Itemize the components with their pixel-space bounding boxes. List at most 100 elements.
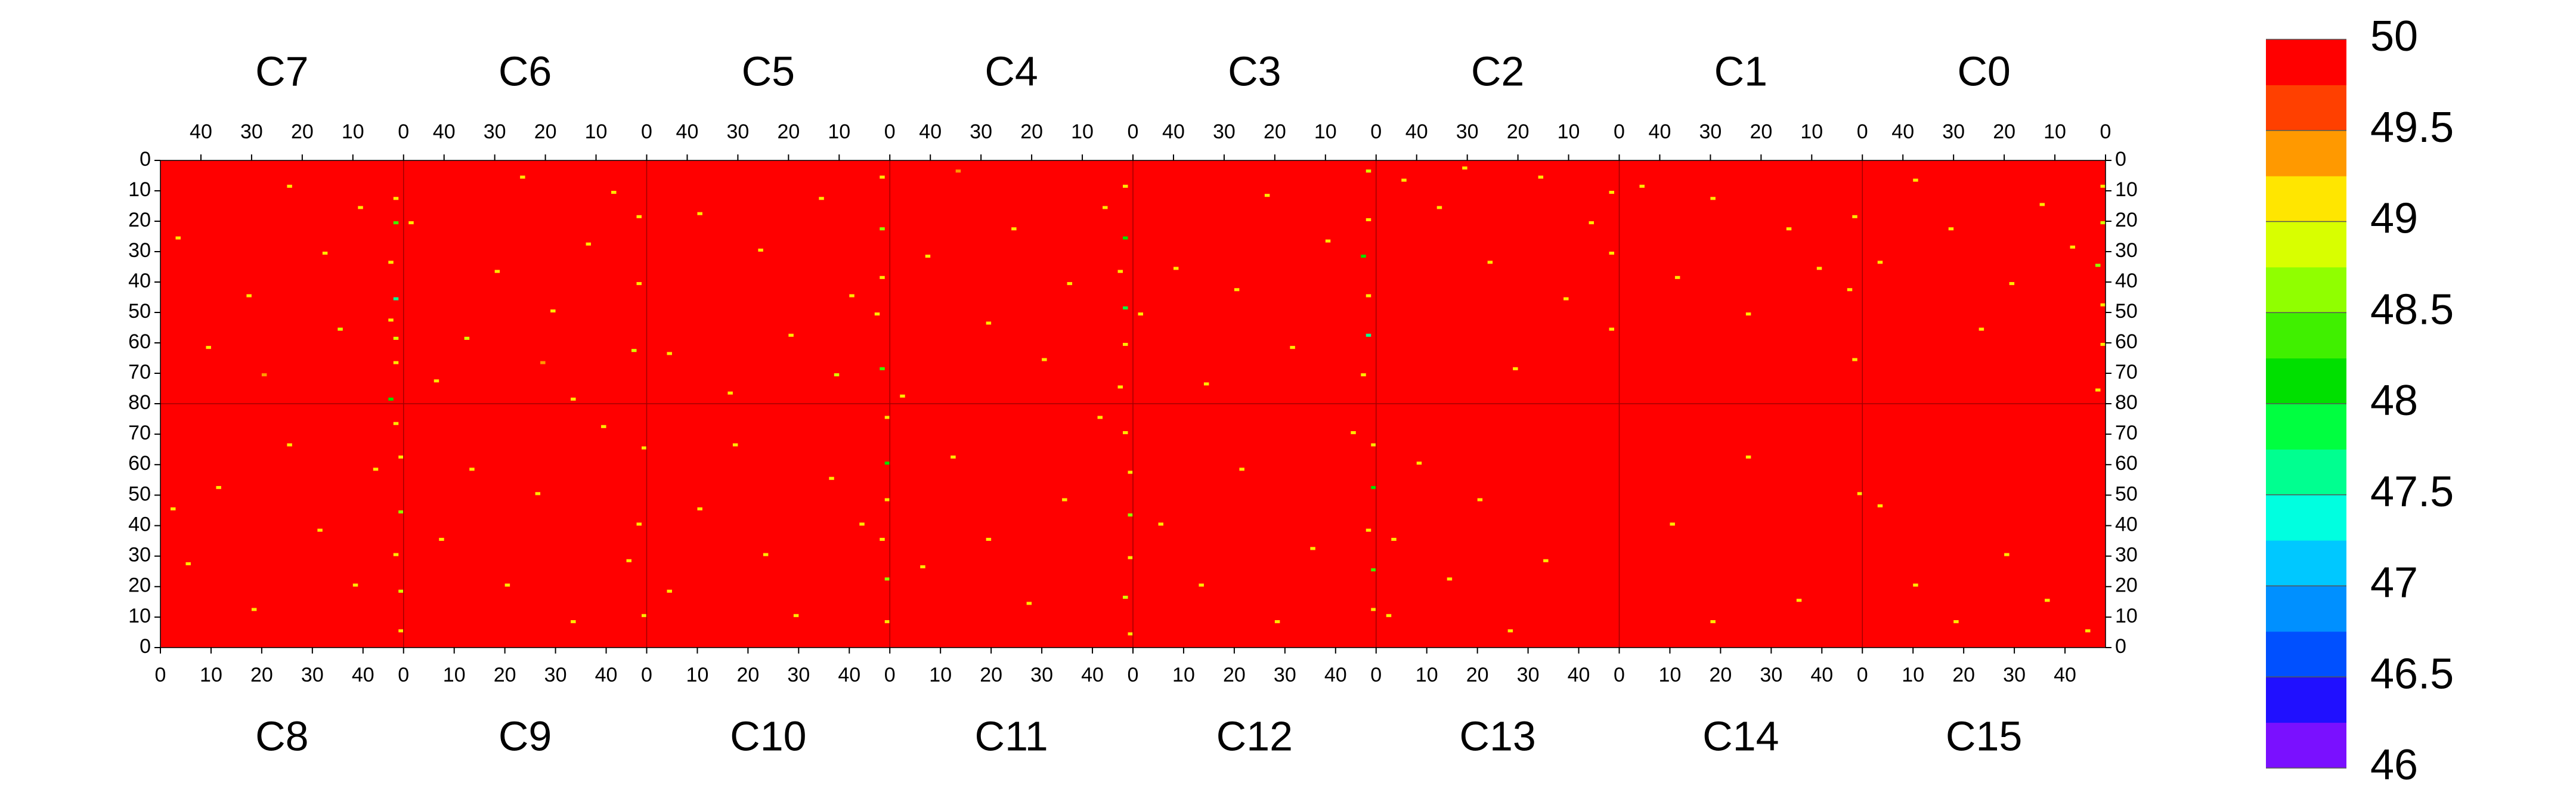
colorbar-label: 46.5 xyxy=(2370,650,2454,698)
colorbar-band xyxy=(2266,221,2346,268)
x-tick-label: 40 xyxy=(1810,664,1833,686)
heat-cell xyxy=(1117,385,1123,389)
heat-cell xyxy=(884,620,890,624)
x-tick-label: 20 xyxy=(1993,120,2015,143)
x-tick-label: 20 xyxy=(980,664,1002,686)
heat-cell xyxy=(1351,431,1356,435)
x-tick-label: 0 xyxy=(641,120,652,143)
panel-fill xyxy=(1133,404,1376,648)
heat-cell xyxy=(636,522,642,526)
heat-cell xyxy=(859,522,865,526)
colorbar-label: 46 xyxy=(2370,741,2418,789)
x-tick-label: 40 xyxy=(352,664,374,686)
y-tick-label: 80 xyxy=(128,391,151,414)
colorbar-band xyxy=(2266,404,2346,450)
heat-cell xyxy=(1371,568,1376,572)
x-tick-label: 30 xyxy=(726,120,749,143)
heat-cell xyxy=(2039,203,2045,206)
heat-cell xyxy=(763,553,769,556)
colorbar-band xyxy=(2266,540,2346,586)
x-tick-label: 30 xyxy=(1030,664,1053,686)
heat-cell xyxy=(287,443,292,447)
heat-cell xyxy=(900,394,905,398)
colorbar-label: 49.5 xyxy=(2370,104,2454,151)
heat-cell xyxy=(1447,577,1453,581)
heat-cell xyxy=(1366,218,1371,221)
x-tick-label: 0 xyxy=(2100,120,2111,143)
x-tick-label: 20 xyxy=(1952,664,1975,686)
heat-cell xyxy=(1123,236,1128,240)
heat-cell xyxy=(697,212,702,215)
heat-cell xyxy=(1386,614,1392,617)
heat-cell xyxy=(338,327,343,331)
heat-cell xyxy=(393,297,399,301)
heat-cell xyxy=(880,175,885,179)
heat-cell xyxy=(1745,312,1751,316)
heat-cell xyxy=(520,175,525,179)
panel-fill xyxy=(1862,404,2106,648)
x-tick-label: 40 xyxy=(2054,664,2076,686)
heat-cell xyxy=(1416,462,1422,465)
heat-cell xyxy=(1391,537,1397,541)
x-tick-label: 30 xyxy=(484,120,506,143)
heat-cell xyxy=(667,352,672,355)
y-tick-label: 10 xyxy=(128,605,151,627)
heat-cell xyxy=(1274,620,1280,624)
y-tick-label: 80 xyxy=(2115,391,2138,414)
heat-cell xyxy=(1366,294,1371,298)
x-tick-label: 30 xyxy=(544,664,567,686)
x-tick-label: 0 xyxy=(1857,664,1868,686)
heat-cell xyxy=(2070,245,2076,249)
heat-cell xyxy=(1609,252,1615,255)
x-tick-label: 0 xyxy=(884,120,896,143)
heat-cell xyxy=(1325,239,1331,243)
panel-name: C9 xyxy=(499,713,552,759)
heat-cell xyxy=(185,562,191,565)
x-tick-label: 0 xyxy=(641,664,652,686)
heat-cell xyxy=(1913,583,1918,587)
y-tick-label: 50 xyxy=(2115,300,2138,323)
heat-cell xyxy=(1239,467,1244,471)
x-tick-label: 0 xyxy=(1128,664,1139,686)
panel-name: C0 xyxy=(1957,48,2010,94)
heat-cell xyxy=(398,589,404,593)
heat-cell xyxy=(1128,632,1133,636)
x-tick-label: 0 xyxy=(1128,120,1139,143)
x-tick-label: 40 xyxy=(1568,664,1590,686)
x-tick-label: 10 xyxy=(686,664,709,686)
x-tick-label: 0 xyxy=(1370,120,1382,143)
heat-cell xyxy=(1011,227,1017,231)
heat-cell xyxy=(393,553,399,556)
heat-cell xyxy=(1371,443,1376,447)
heat-cell xyxy=(986,321,992,325)
heat-cell xyxy=(758,248,763,252)
colorbar-band xyxy=(2266,39,2346,85)
heat-cell xyxy=(398,510,404,514)
heat-cell xyxy=(535,492,541,496)
heat-cell xyxy=(358,206,363,209)
heat-cell xyxy=(2095,264,2101,267)
colorbar-band xyxy=(2266,176,2346,222)
heat-cell xyxy=(819,197,824,200)
x-tick-label: 10 xyxy=(585,120,608,143)
heat-cell xyxy=(1123,306,1128,309)
heat-cell xyxy=(464,336,470,340)
heat-cell xyxy=(1857,492,1863,496)
heat-cell xyxy=(1589,221,1594,225)
x-tick-label: 40 xyxy=(595,664,618,686)
x-tick-label: 40 xyxy=(433,120,456,143)
heat-cell xyxy=(1366,528,1371,532)
heat-cell xyxy=(317,528,323,532)
heat-cell xyxy=(601,425,606,428)
x-tick-label: 20 xyxy=(736,664,759,686)
heat-cell xyxy=(1948,227,1954,231)
x-tick-label: 20 xyxy=(1466,664,1489,686)
colorbar-band xyxy=(2266,631,2346,677)
x-tick-label: 30 xyxy=(1274,664,1296,686)
heat-cell xyxy=(2009,282,2015,286)
heat-cell xyxy=(2100,221,2106,225)
heat-cell xyxy=(2095,388,2101,392)
y-tick-label: 30 xyxy=(2115,544,2138,566)
panel-name: C14 xyxy=(1702,713,1779,759)
